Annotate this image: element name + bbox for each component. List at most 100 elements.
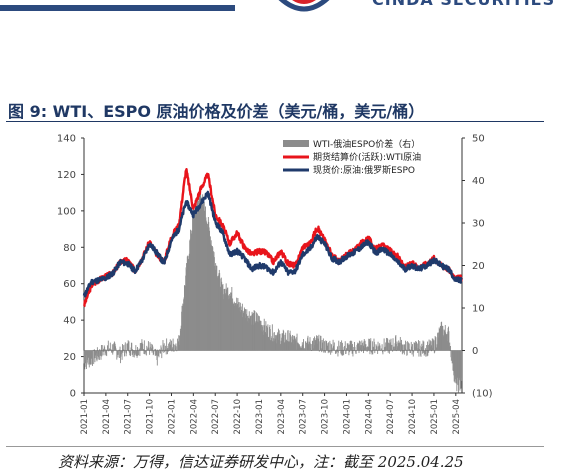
spread-bar — [376, 346, 378, 351]
spread-bar — [133, 350, 135, 358]
spread-bar — [156, 350, 158, 366]
spread-bar — [302, 344, 304, 351]
brand-logo-icon — [278, 0, 330, 12]
spread-bar — [123, 349, 125, 351]
spread-bar — [366, 347, 368, 351]
spread-bar — [372, 346, 374, 351]
spread-bar — [117, 350, 119, 355]
spread-bar — [101, 345, 103, 351]
spread-bar — [104, 346, 106, 351]
spread-bar — [391, 349, 393, 351]
x-tick-label: 2024-10 — [408, 399, 418, 435]
spread-bar — [120, 350, 121, 364]
spread-bar — [147, 341, 149, 351]
spread-bar — [168, 343, 170, 351]
spread-bar — [109, 342, 111, 351]
spread-bar — [96, 347, 98, 351]
x-tick-label: 2025-04 — [452, 399, 462, 435]
spread-bar — [448, 331, 450, 351]
spread-bar — [387, 350, 389, 353]
spread-bar — [321, 350, 323, 353]
spread-bar — [320, 348, 322, 351]
spread-bar — [382, 350, 384, 355]
spread-bar — [324, 341, 326, 351]
spread-bar — [137, 350, 139, 356]
spread-bar — [422, 340, 424, 351]
spread-bar — [287, 330, 289, 351]
spread-bar — [269, 328, 271, 351]
spread-bar — [388, 343, 390, 351]
spread-bar — [124, 350, 125, 357]
spread-bar — [157, 349, 159, 351]
x-tick-label: 2024-04 — [364, 399, 374, 435]
y-right-tick-label: 30 — [472, 219, 485, 230]
spread-bar — [118, 349, 120, 351]
spread-bar — [408, 343, 410, 351]
series-line-espo — [82, 190, 463, 298]
spread-bar — [403, 344, 405, 351]
spread-bar — [411, 350, 413, 355]
spread-bar — [290, 334, 292, 351]
spread-bar — [116, 350, 118, 360]
y-left-tick-label: 0 — [70, 389, 76, 400]
spread-bar — [358, 340, 360, 351]
chart: 0 20 40 60 80 100 120 140 (10) 0 10 20 30 40 50 2021-01… — [57, 134, 493, 435]
spread-bar — [130, 350, 132, 357]
spread-bar — [354, 346, 356, 351]
spread-bar — [100, 350, 102, 360]
spread-bar — [371, 341, 373, 351]
spread-bar — [140, 342, 142, 351]
spread-bar — [414, 342, 416, 351]
spread-bar — [434, 350, 436, 353]
spread-bar — [303, 347, 305, 351]
spread-bar — [326, 341, 328, 351]
spread-bar — [298, 344, 300, 351]
spread-bar — [275, 335, 277, 351]
spread-bar — [139, 349, 140, 351]
spread-bar — [166, 350, 168, 355]
spread-bar — [401, 344, 403, 351]
spread-bar — [307, 335, 309, 351]
spread-bar — [154, 348, 156, 351]
spread-bar — [403, 350, 405, 355]
x-tick-label: 2023-01 — [255, 399, 265, 435]
spread-bar — [139, 343, 141, 351]
x-tick-label: 2022-04 — [189, 399, 199, 435]
spread-bar — [97, 350, 99, 360]
spread-bar — [406, 350, 408, 356]
spread-bar — [335, 350, 337, 354]
spread-bar — [163, 350, 165, 353]
spread-bar — [418, 350, 420, 357]
spread-bar — [153, 350, 155, 352]
spread-bar — [138, 350, 140, 356]
series-line-wti — [83, 168, 463, 308]
spread-bar — [176, 350, 178, 352]
spread-bar — [318, 350, 320, 352]
x-tick-label: 2022-01 — [167, 399, 177, 435]
spread-bar — [431, 350, 432, 352]
spread-bar — [353, 347, 355, 351]
x-tick-label: 2021-10 — [146, 399, 156, 435]
spread-bar — [412, 350, 414, 357]
spread-bar — [384, 350, 386, 352]
spread-bar — [121, 350, 123, 360]
spread-bar — [322, 338, 324, 351]
spread-bar — [166, 346, 168, 351]
spread-bar — [411, 346, 413, 351]
y-left-tick-label: 100 — [57, 206, 76, 217]
spread-bar — [373, 341, 375, 351]
spread-bar — [345, 348, 347, 351]
spread-bar — [93, 350, 95, 359]
plot-area: 0 20 40 60 80 100 120 140 (10) 0 10 20 30 40 50 2021-01… — [57, 134, 493, 435]
spread-bar — [151, 348, 153, 351]
spread-bar — [349, 341, 351, 351]
spread-bar — [360, 350, 362, 352]
spread-bar — [388, 350, 390, 354]
spread-bar — [132, 349, 134, 351]
spread-bar — [405, 349, 407, 351]
spread-bar — [340, 350, 342, 355]
spread-bar — [175, 346, 177, 351]
spread-bar — [139, 350, 141, 357]
spread-bar — [348, 350, 350, 356]
spread-bar — [370, 338, 372, 351]
